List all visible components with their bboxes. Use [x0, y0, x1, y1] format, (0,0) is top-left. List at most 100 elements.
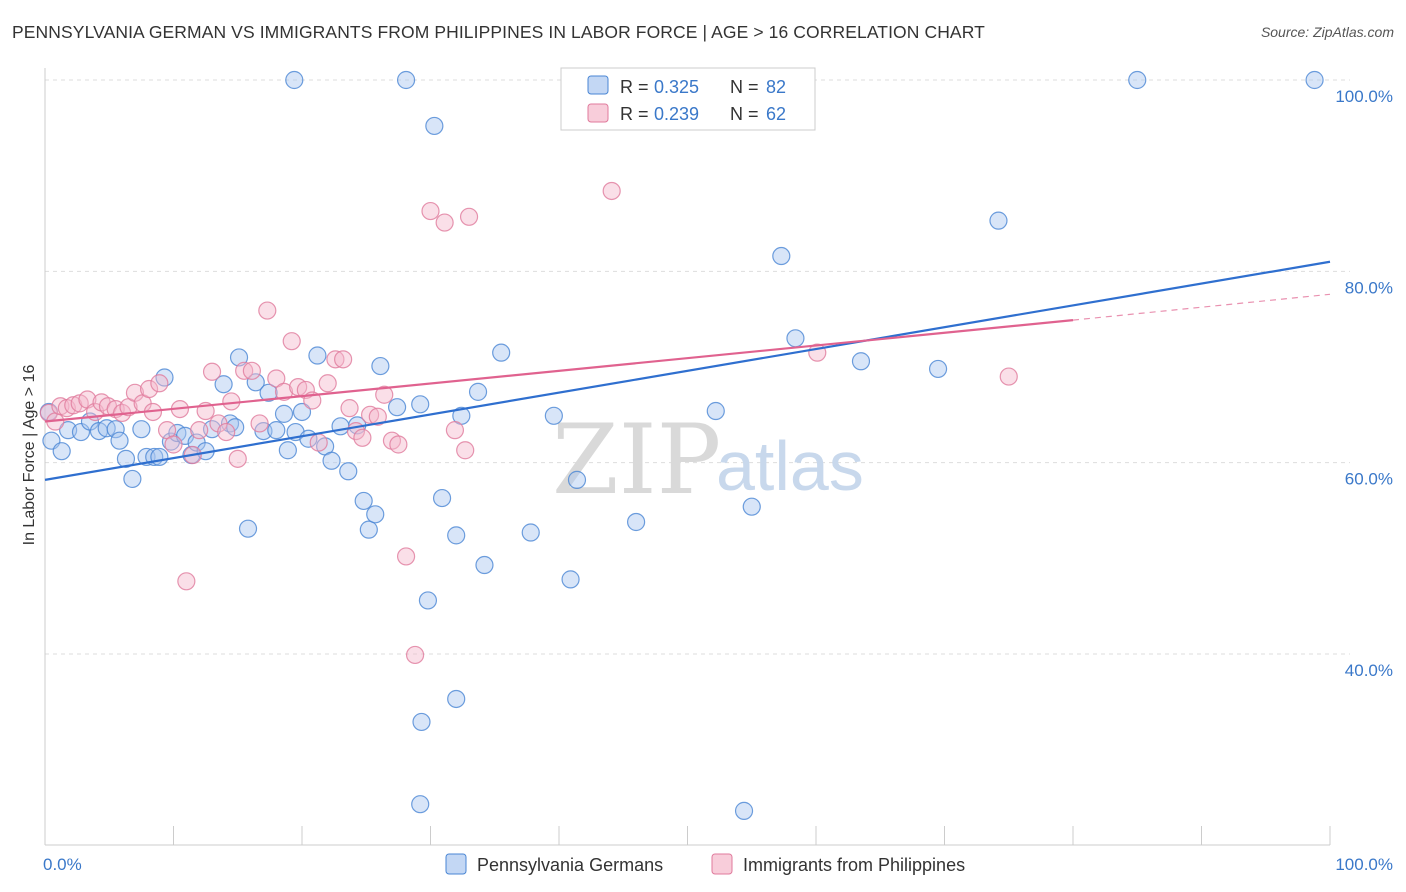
point-pennsylvania-germans: [706, 401, 725, 421]
point-pennsylvania-germans: [366, 505, 385, 524]
point-pennsylvania-germans: [989, 211, 1008, 230]
legend-r-value-blue: 0.325: [654, 77, 699, 97]
point-pennsylvania-germans: [432, 488, 452, 508]
point-pennsylvania-germans: [229, 348, 249, 367]
legend-n-value-blue: 82: [766, 77, 786, 97]
point-pennsylvania-germans: [734, 801, 754, 820]
point-pennsylvania-germans: [1128, 70, 1147, 90]
chart-title: PENNSYLVANIA GERMAN VS IMMIGRANTS FROM P…: [12, 22, 985, 42]
point-immigrants-philippines: [217, 422, 236, 442]
point-immigrants-philippines: [368, 407, 387, 426]
legend-r-value-pink: 0.239: [654, 104, 699, 124]
point-pennsylvania-germans: [411, 795, 430, 814]
axes: [44, 68, 1331, 846]
point-immigrants-philippines: [309, 433, 328, 452]
point-immigrants-philippines: [258, 301, 277, 320]
point-pennsylvania-germans: [106, 420, 125, 439]
point-immigrants-philippines: [435, 213, 454, 232]
point-immigrants-philippines: [164, 435, 183, 454]
point-pennsylvania-germans: [132, 420, 151, 439]
x-tick-labels: 0.0% 100.0%: [43, 855, 1393, 874]
point-pennsylvania-germans: [285, 70, 304, 90]
legend-n-label-blue: N =: [730, 77, 759, 97]
point-pennsylvania-germans: [425, 116, 444, 136]
point-pennsylvania-germans: [339, 462, 358, 481]
legend-label-immigrants-philippines: Immigrants from Philippines: [743, 855, 965, 875]
watermark-atlas: atlas: [716, 427, 864, 505]
point-immigrants-philippines: [340, 399, 359, 418]
trend-line-pennsylvania-germans: [44, 260, 1331, 481]
point-pennsylvania-germans: [475, 555, 494, 575]
legend-swatch-blue: [587, 75, 609, 95]
point-pennsylvania-germans: [521, 523, 540, 542]
point-immigrants-philippines: [353, 428, 372, 447]
point-pennsylvania-germans: [354, 491, 373, 511]
point-immigrants-philippines: [150, 374, 169, 393]
point-pennsylvania-germans: [214, 375, 233, 394]
point-pennsylvania-germans: [492, 343, 511, 362]
point-immigrants-philippines: [267, 369, 286, 388]
point-pennsylvania-germans: [851, 352, 871, 371]
legend-swatch-pink: [587, 103, 609, 123]
point-pennsylvania-germans: [1305, 70, 1324, 90]
y-axis-title: In Labor Force | Age > 16: [21, 365, 38, 546]
point-pennsylvania-germans: [742, 497, 761, 516]
y-tick-label: 40.0%: [1345, 661, 1393, 680]
point-pennsylvania-germans: [267, 421, 286, 440]
point-pennsylvania-germans: [246, 373, 265, 392]
point-pennsylvania-germans: [238, 519, 258, 538]
x-tick-label: 0.0%: [43, 855, 82, 874]
point-immigrants-philippines: [459, 207, 479, 226]
point-immigrants-philippines: [445, 421, 465, 440]
series-immigrants-philippines: [39, 181, 1018, 665]
point-pennsylvania-germans: [308, 346, 327, 365]
point-pennsylvania-germans: [292, 402, 312, 422]
point-pennsylvania-germans: [544, 406, 563, 425]
point-pennsylvania-germans: [412, 712, 431, 732]
point-immigrants-philippines: [296, 380, 315, 400]
point-immigrants-philippines: [375, 385, 394, 404]
point-immigrants-philippines: [282, 332, 301, 351]
point-pennsylvania-germans: [387, 398, 407, 417]
point-pennsylvania-germans: [418, 591, 438, 610]
point-pennsylvania-germans: [411, 395, 430, 414]
point-pennsylvania-germans: [278, 441, 297, 460]
point-pennsylvania-germans: [772, 246, 791, 266]
trend-line-immigrants-philippines: [44, 319, 1074, 423]
point-pennsylvania-germans: [71, 422, 91, 442]
series-legend: Pennsylvania Germans Immigrants from Phi…: [445, 853, 965, 875]
correlation-legend: R = 0.325 N = 82 R = 0.239 N = 62: [560, 67, 816, 131]
legend-r-label-blue: R =: [620, 77, 649, 97]
point-immigrants-philippines: [202, 362, 222, 381]
legend-swatch-pennsylvania-germans: [445, 853, 467, 875]
point-pennsylvania-germans: [150, 447, 169, 467]
point-pennsylvania-germans: [447, 526, 466, 545]
point-immigrants-philippines: [602, 181, 621, 201]
point-pennsylvania-germans: [322, 451, 341, 470]
point-immigrants-philippines: [326, 350, 345, 369]
point-pennsylvania-germans: [928, 359, 948, 379]
legend-swatch-immigrants-philippines: [711, 853, 733, 875]
point-pennsylvania-germans: [259, 383, 278, 402]
point-pennsylvania-germans: [110, 431, 129, 450]
y-tick-label: 60.0%: [1345, 470, 1393, 489]
point-pennsylvania-germans: [331, 417, 350, 436]
point-pennsylvania-germans: [567, 470, 587, 489]
point-immigrants-philippines: [421, 201, 440, 221]
trend-lines: [44, 260, 1331, 481]
point-immigrants-philippines: [389, 435, 408, 454]
point-pennsylvania-germans: [123, 469, 142, 489]
point-immigrants-philippines: [190, 421, 209, 440]
legend-r-label-pink: R =: [620, 104, 649, 124]
point-immigrants-philippines: [139, 379, 159, 399]
legend-label-pennsylvania-germans: Pennsylvania Germans: [477, 855, 663, 875]
y-tick-label: 80.0%: [1345, 278, 1393, 297]
point-pennsylvania-germans: [786, 329, 805, 348]
point-pennsylvania-germans: [116, 449, 136, 468]
point-immigrants-philippines: [405, 645, 425, 665]
point-immigrants-philippines: [274, 382, 294, 401]
watermark-zip: ZIP: [552, 404, 721, 516]
series-pennsylvania-germans: [39, 70, 1324, 820]
point-immigrants-philippines: [250, 414, 269, 433]
